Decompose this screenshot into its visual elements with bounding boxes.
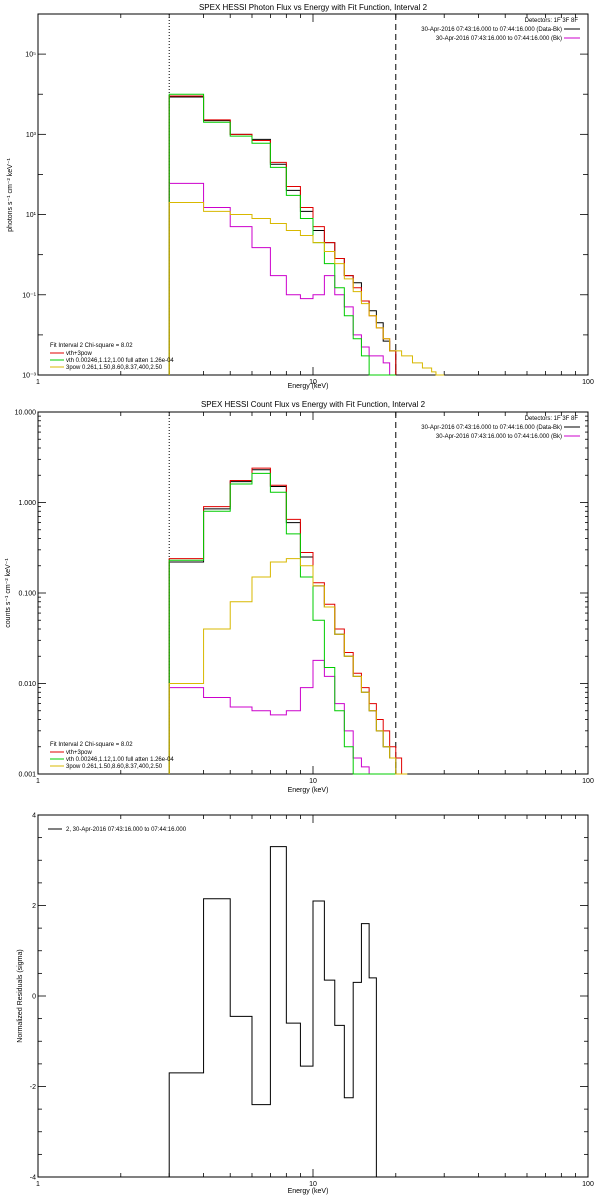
residuals-series-2-30-apr-2016-07-43-16-000-to-07-44-16-000 bbox=[168, 846, 377, 1177]
residuals-axis-ticks: 1 10 100 -4 -2 0 2 4 bbox=[30, 813, 594, 1189]
count-legend-data-bk: 30-Apr-2016 07:43:16.000 to 07:44:16.000… bbox=[421, 425, 562, 431]
count-y-axis-label: counts s⁻¹ cm⁻² keV⁻¹ bbox=[5, 558, 12, 628]
photon-x-tick-label: 10 bbox=[309, 379, 317, 386]
count-fit-3pow-label: 3pow 0.261,1.50,8.60,8.37,400,2.50 bbox=[66, 764, 163, 770]
photon-fit-vth3pow-label: vth+3pow bbox=[66, 351, 93, 357]
photon-legend-data-bk: 30-Apr-2016 07:43:16.000 to 07:44:16.000… bbox=[421, 27, 562, 33]
count-chart-title: SPEX HESSI Count Flux vs Energy with Fit… bbox=[201, 400, 426, 409]
photon-series-3pow bbox=[168, 201, 445, 376]
residuals-y-tick-label: 2 bbox=[32, 903, 36, 910]
count-right-legend: Detectors: 1F 3F 8F 30-Apr-2016 07:43:16… bbox=[421, 416, 580, 440]
photon-y-tick-label: 10⁻³ bbox=[22, 373, 36, 380]
residuals-x-tick-label: 10 bbox=[309, 1181, 317, 1188]
count-y-tick-label: 0.100 bbox=[18, 591, 36, 598]
count-flux-panel: SPEX HESSI Count Flux vs Energy with Fit… bbox=[5, 400, 594, 794]
photon-left-legend: Fit Interval 2 Chi-square = 8.02 vth+3po… bbox=[50, 343, 174, 371]
photon-series-lines bbox=[168, 14, 445, 376]
photon-y-tick-label: 10⁻¹ bbox=[22, 292, 36, 299]
photon-x-axis-label: Energy (keV) bbox=[288, 383, 329, 390]
residuals-y-tick-label: -2 bbox=[30, 1084, 36, 1091]
count-series-vth bbox=[168, 472, 408, 775]
photon-legend-header: Detectors: 1F 3F 8F bbox=[525, 18, 579, 24]
residuals-x-axis-label: Energy (keV) bbox=[288, 1188, 329, 1195]
photon-y-tick-label: 10³ bbox=[26, 132, 37, 139]
photon-y-tick-label: 10⁵ bbox=[25, 52, 36, 59]
photon-fit-3pow-label: 3pow 0.261,1.50,8.60,8.37,400,2.50 bbox=[66, 365, 163, 371]
count-x-axis-label: Energy (keV) bbox=[288, 787, 329, 794]
photon-right-legend: Detectors: 1F 3F 8F 30-Apr-2016 07:43:16… bbox=[421, 18, 580, 42]
count-y-tick-label: 0.010 bbox=[18, 681, 36, 688]
count-fit-header: Fit Interval 2 Chi-square = 8.02 bbox=[50, 742, 133, 748]
residuals-y-tick-label: 4 bbox=[32, 813, 36, 820]
residuals-y-axis-label: Normalized Residuals (sigma) bbox=[17, 949, 24, 1042]
count-legend-header: Detectors: 1F 3F 8F bbox=[525, 416, 579, 422]
count-series-3pow bbox=[168, 558, 408, 775]
photon-y-tick-label: 10¹ bbox=[26, 212, 37, 219]
count-x-tick-label: 10 bbox=[309, 778, 317, 785]
count-x-tick-label: 100 bbox=[582, 778, 594, 785]
residuals-x-tick-label: 1 bbox=[36, 1181, 40, 1188]
photon-flux-panel: SPEX HESSI Photon Flux vs Energy with Fi… bbox=[7, 3, 594, 390]
photon-series-vth bbox=[168, 93, 396, 376]
photon-chart-title: SPEX HESSI Photon Flux vs Energy with Fi… bbox=[199, 3, 428, 12]
photon-x-tick-label: 1 bbox=[36, 379, 40, 386]
count-series-lines bbox=[168, 412, 408, 775]
count-x-tick-label: 1 bbox=[36, 778, 40, 785]
count-axis-ticks: 1 10 100 0.001 0.010 0.100 1.000 10.000 bbox=[15, 410, 594, 786]
count-y-tick-label: 10.000 bbox=[15, 410, 37, 417]
count-legend-bk: 30-Apr-2016 07:43:16.000 to 07:44:16.000… bbox=[436, 434, 562, 440]
count-left-legend: Fit Interval 2 Chi-square = 8.02 vth+3po… bbox=[50, 742, 174, 770]
count-fit-vth3pow-label: vth+3pow bbox=[66, 750, 93, 756]
residuals-y-tick-label: 0 bbox=[32, 994, 36, 1001]
photon-y-axis-label: photons s⁻¹ cm⁻² keV⁻¹ bbox=[7, 157, 14, 231]
photon-series-bk bbox=[168, 182, 396, 376]
photon-fit-header: Fit Interval 2 Chi-square = 8.02 bbox=[50, 343, 133, 349]
residuals-y-tick-label: -4 bbox=[30, 1175, 36, 1182]
count-y-tick-label: 1.000 bbox=[18, 500, 36, 507]
residuals-x-tick-label: 100 bbox=[582, 1181, 594, 1188]
photon-fit-vth-label: vth 0.00246,1.12,1.00 full atten 1.26e-0… bbox=[66, 358, 174, 364]
residuals-series-lines bbox=[168, 846, 377, 1177]
photon-legend-bk: 30-Apr-2016 07:43:16.000 to 07:44:16.000… bbox=[436, 36, 562, 42]
residuals-legend-label: 2, 30-Apr-2016 07:43:16.000 to 07:44:16.… bbox=[66, 827, 187, 833]
photon-x-tick-label: 100 bbox=[582, 379, 594, 386]
count-y-tick-label: 0.001 bbox=[18, 772, 36, 779]
count-fit-vth-label: vth 0.00246,1.12,1.00 full atten 1.26e-0… bbox=[66, 757, 174, 763]
residuals-panel: 1 10 100 -4 -2 0 2 4 Energy (keV) Normalized Re… bbox=[17, 813, 594, 1196]
